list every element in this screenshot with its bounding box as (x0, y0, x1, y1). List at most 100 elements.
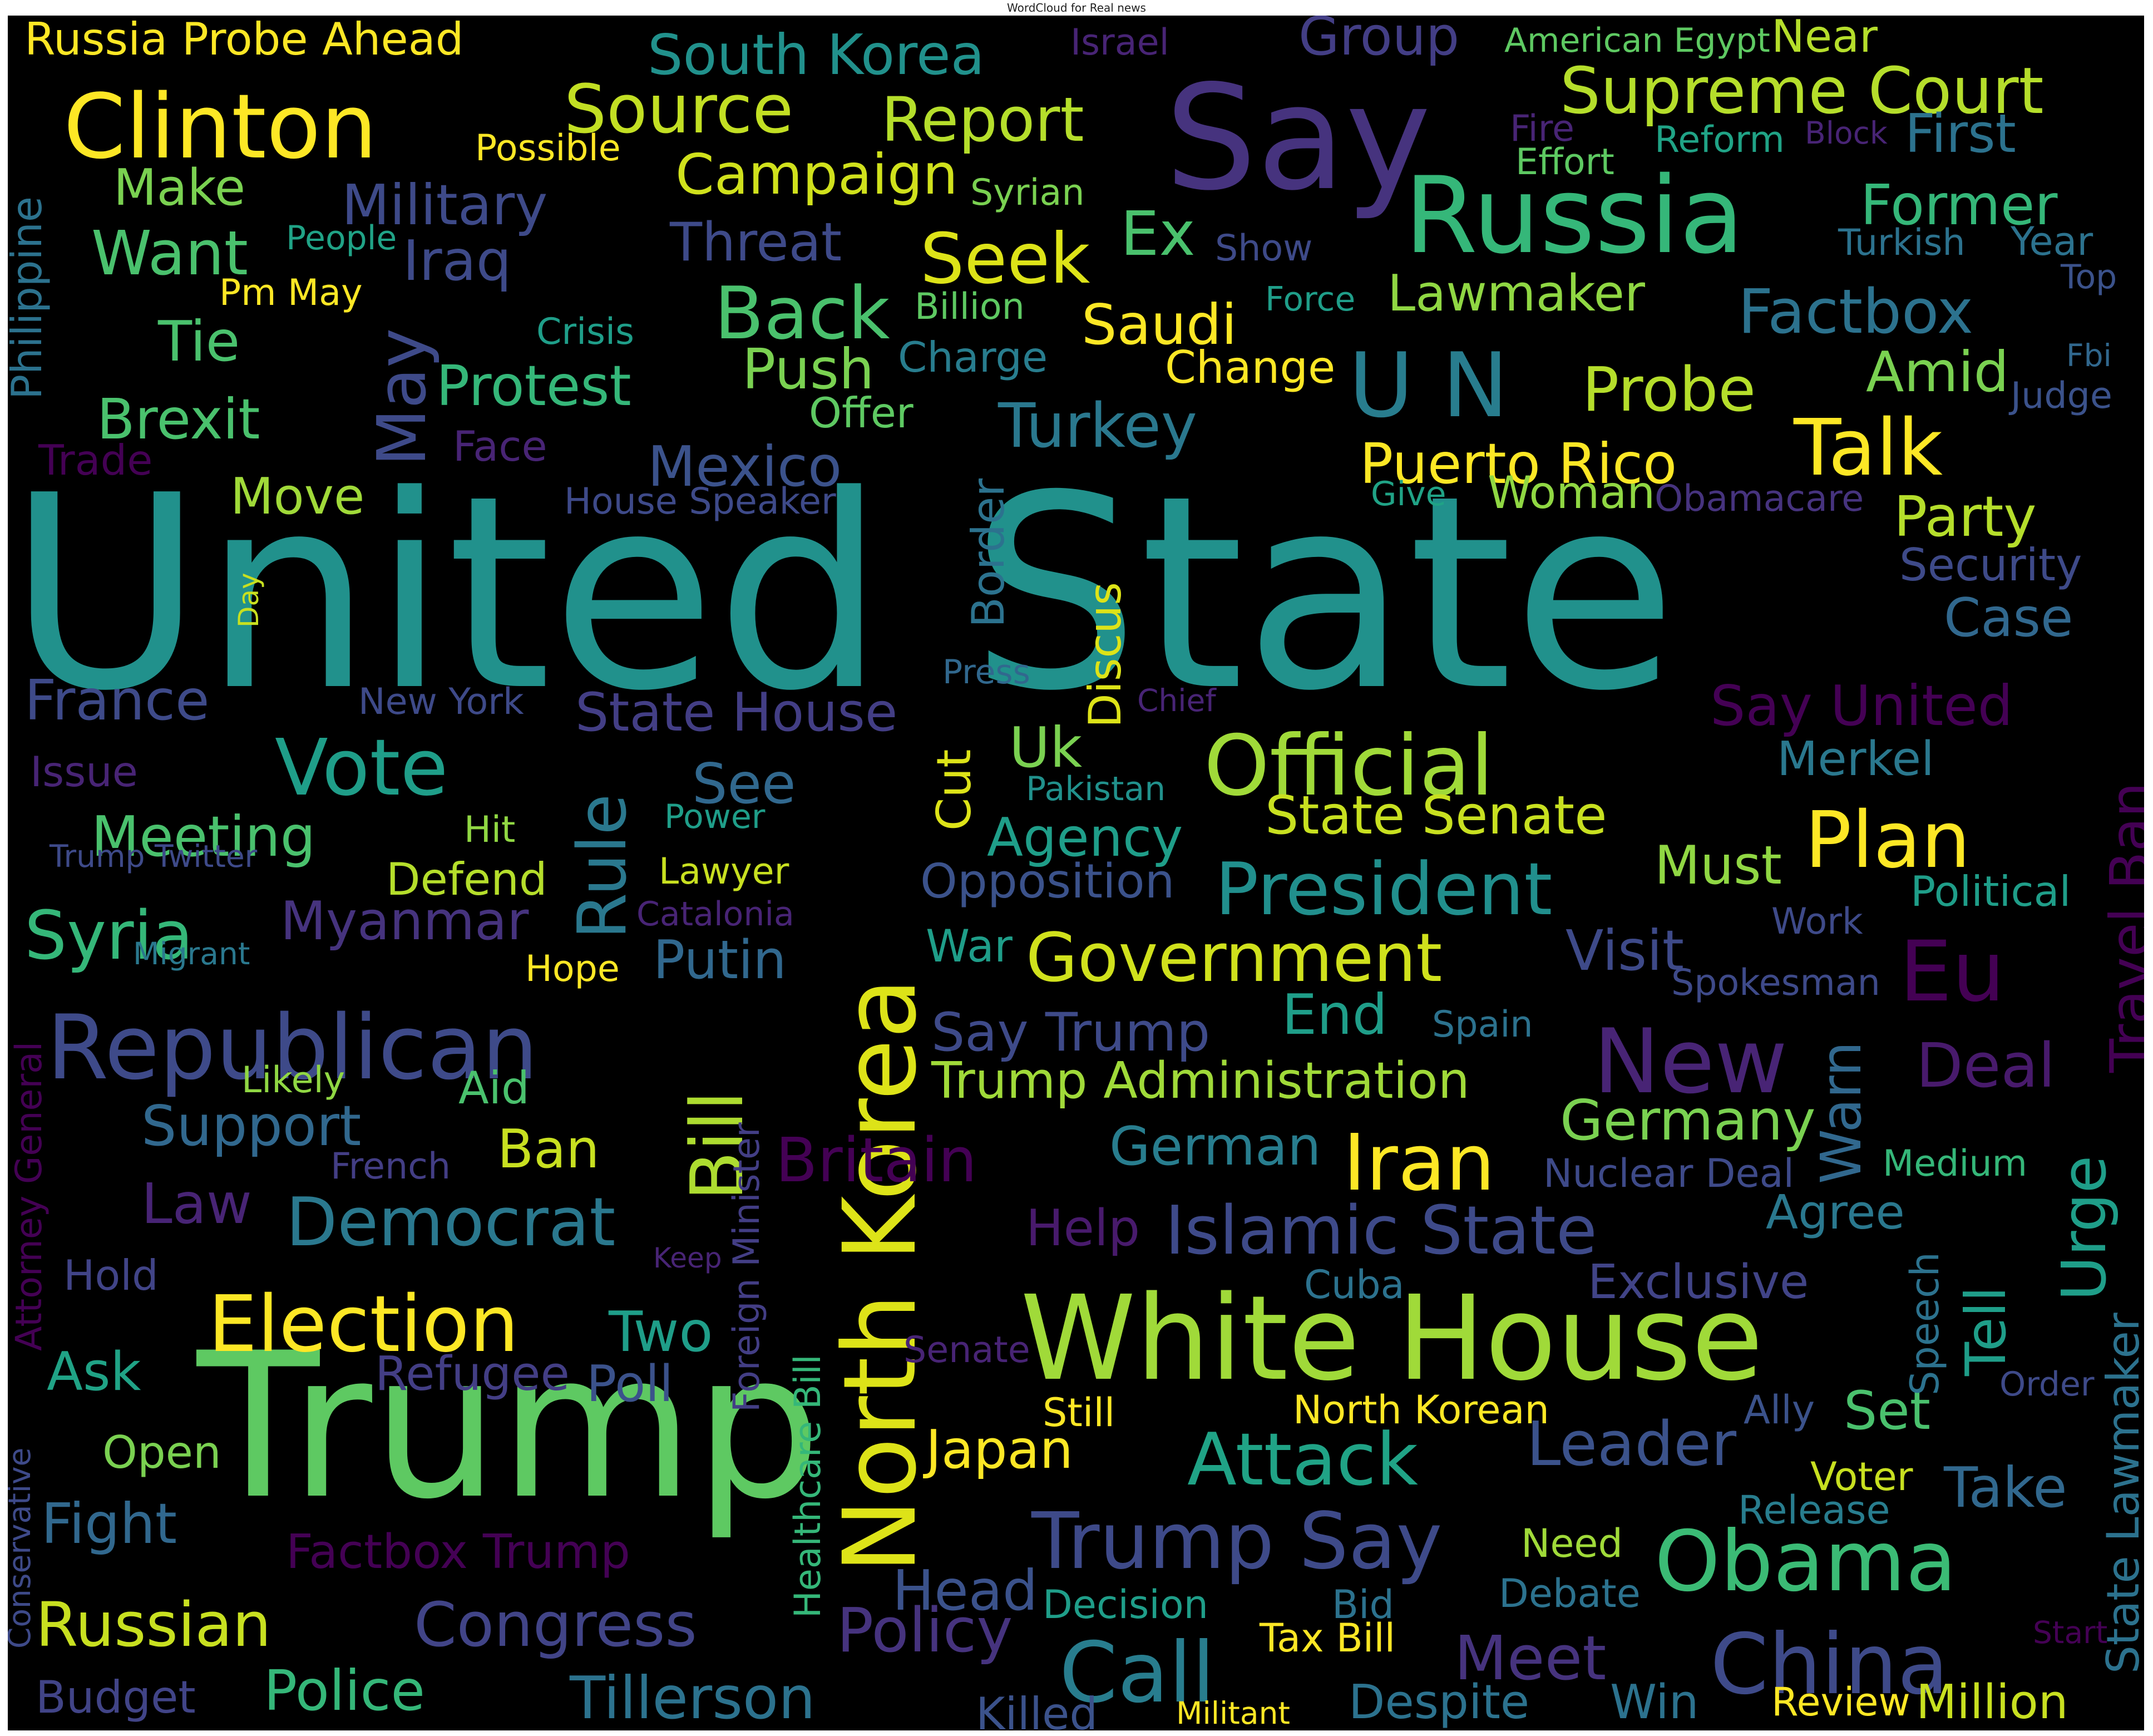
word-official: Official (1204, 718, 1494, 815)
word-president: President (1215, 847, 1552, 931)
word-hope: Hope (525, 948, 620, 990)
word-million: Million (1916, 1675, 2068, 1730)
word-russia-probe-ahead: Russia Probe Ahead (24, 16, 464, 65)
word-despite: Despite (1349, 1675, 1529, 1730)
word-factbox: Factbox (1738, 276, 1973, 347)
word-keep: Keep (653, 1242, 722, 1274)
word-report: Report (881, 84, 1084, 155)
word-possible: Possible (475, 127, 621, 169)
word-pakistan: Pakistan (1026, 770, 1166, 808)
word-woman: Woman (1488, 467, 1655, 519)
word-white-house: White House (1020, 1270, 1763, 1407)
word-urge: Urge (2048, 1156, 2120, 1301)
word-turkish: Turkish (1838, 222, 1966, 264)
word-charge: Charge (898, 333, 1048, 382)
word-political: Political (1910, 867, 2071, 916)
word-turkey: Turkey (998, 390, 1197, 461)
word-refugee: Refugee (375, 1347, 570, 1402)
word-face: Face (453, 422, 547, 471)
word-election: Election (208, 1279, 519, 1370)
word-obamacare: Obamacare (1655, 478, 1864, 520)
word-open: Open (102, 1427, 221, 1478)
word-crisis: Crisis (536, 311, 634, 353)
word-support: Support (141, 1093, 361, 1158)
word-north-korean: North Korean (1293, 1387, 1549, 1433)
word-chief: Chief (1137, 683, 1217, 718)
word-poll: Poll (586, 1355, 673, 1413)
word-germany: Germany (1560, 1088, 1816, 1153)
word-party: Party (1894, 484, 2037, 549)
word-security: Security (1899, 539, 2082, 591)
word-debate: Debate (1499, 1571, 1641, 1616)
word-win: Win (1610, 1675, 1699, 1730)
word-trump-twitter: Trump Twitter (49, 839, 258, 874)
word-effort: Effort (1515, 141, 1614, 183)
word-billion: Billion (915, 286, 1025, 328)
word-deal: Deal (1916, 1030, 2055, 1101)
word-day: Day (233, 573, 265, 628)
word-american-egypt: American Egypt (1504, 21, 1770, 60)
word-offer: Offer (809, 388, 913, 437)
word-puerto-rico: Puerto Rico (1360, 431, 1677, 496)
word-migrant: Migrant (133, 936, 250, 971)
word-change: Change (1165, 342, 1335, 393)
word-israel: Israel (1070, 22, 1169, 63)
word-end: End (1282, 982, 1387, 1047)
word-back: Back (714, 271, 890, 356)
word-reform: Reform (1655, 119, 1785, 161)
word-opposition: Opposition (920, 854, 1175, 909)
word-plan: Plan (1805, 795, 1971, 886)
word-take: Take (1943, 1455, 2067, 1520)
word-south-korea: South Korea (648, 22, 985, 87)
word-campaign: Campaign (675, 142, 958, 207)
word-brexit: Brexit (97, 387, 260, 452)
word-iraq: Iraq (403, 228, 511, 293)
word-likely: Likely (241, 1059, 345, 1101)
word-trump-administration: Trump Administration (931, 1052, 1470, 1110)
word-law: Law (141, 1171, 252, 1236)
word-give: Give (1371, 475, 1446, 514)
word-government: Government (1026, 920, 1442, 997)
word-need: Need (1521, 1521, 1623, 1566)
word-bill: Bill (675, 1091, 759, 1201)
word-force: Force (1265, 280, 1355, 319)
word-set: Set (1844, 1380, 1930, 1442)
word-discus: Discus (1079, 582, 1131, 728)
word-say-united: Say United (1710, 673, 2013, 738)
word-medium: Medium (1883, 1143, 2027, 1185)
word-travel-ban: Travel Ban (2098, 782, 2144, 1073)
word-uk: Uk (1009, 715, 1082, 780)
word-say: Say (1165, 55, 1431, 223)
word-review: Review (1771, 1679, 1910, 1725)
word-amid: Amid (1866, 339, 2009, 405)
word-foreign-minister: Foreign Minister (726, 1122, 768, 1412)
word-order: Order (1999, 1365, 2095, 1404)
word-saudi: Saudi (1082, 292, 1237, 357)
word-case: Case (1944, 588, 2073, 649)
word-make: Make (113, 159, 245, 217)
word-factbox-trump: Factbox Trump (286, 1525, 630, 1580)
word-power: Power (664, 797, 766, 836)
word-supreme-court: Supreme Court (1560, 54, 2044, 129)
word-bid: Bid (1332, 1582, 1394, 1628)
word-leader: Leader (1527, 1408, 1737, 1479)
word-budget: Budget (36, 1671, 196, 1723)
word-state-senate: State Senate (1265, 785, 1607, 846)
word-obama: Obama (1655, 1513, 1957, 1610)
word-cloud-canvas: United State Trump White House North Korea S… (8, 16, 2144, 1730)
word-two: Two (608, 1299, 713, 1364)
word-year: Year (2010, 219, 2093, 264)
word-release: Release (1738, 1487, 1890, 1533)
word-ask: Ask (47, 1342, 141, 1403)
word-warn: Warn (1809, 1042, 1874, 1185)
word-state-lawmaker: State Lawmaker (2097, 1313, 2144, 1674)
word-meet: Meet (1454, 1622, 1606, 1694)
word-war: War (926, 920, 1013, 972)
word-syria: Syria (24, 897, 193, 975)
word-work: Work (1771, 901, 1863, 943)
word-people: People (286, 219, 397, 258)
word-probe: Probe (1582, 354, 1756, 425)
word-killed: Killed (976, 1688, 1098, 1730)
word-united-state: United State (8, 438, 1677, 749)
word-fight: Fight (41, 1491, 177, 1556)
